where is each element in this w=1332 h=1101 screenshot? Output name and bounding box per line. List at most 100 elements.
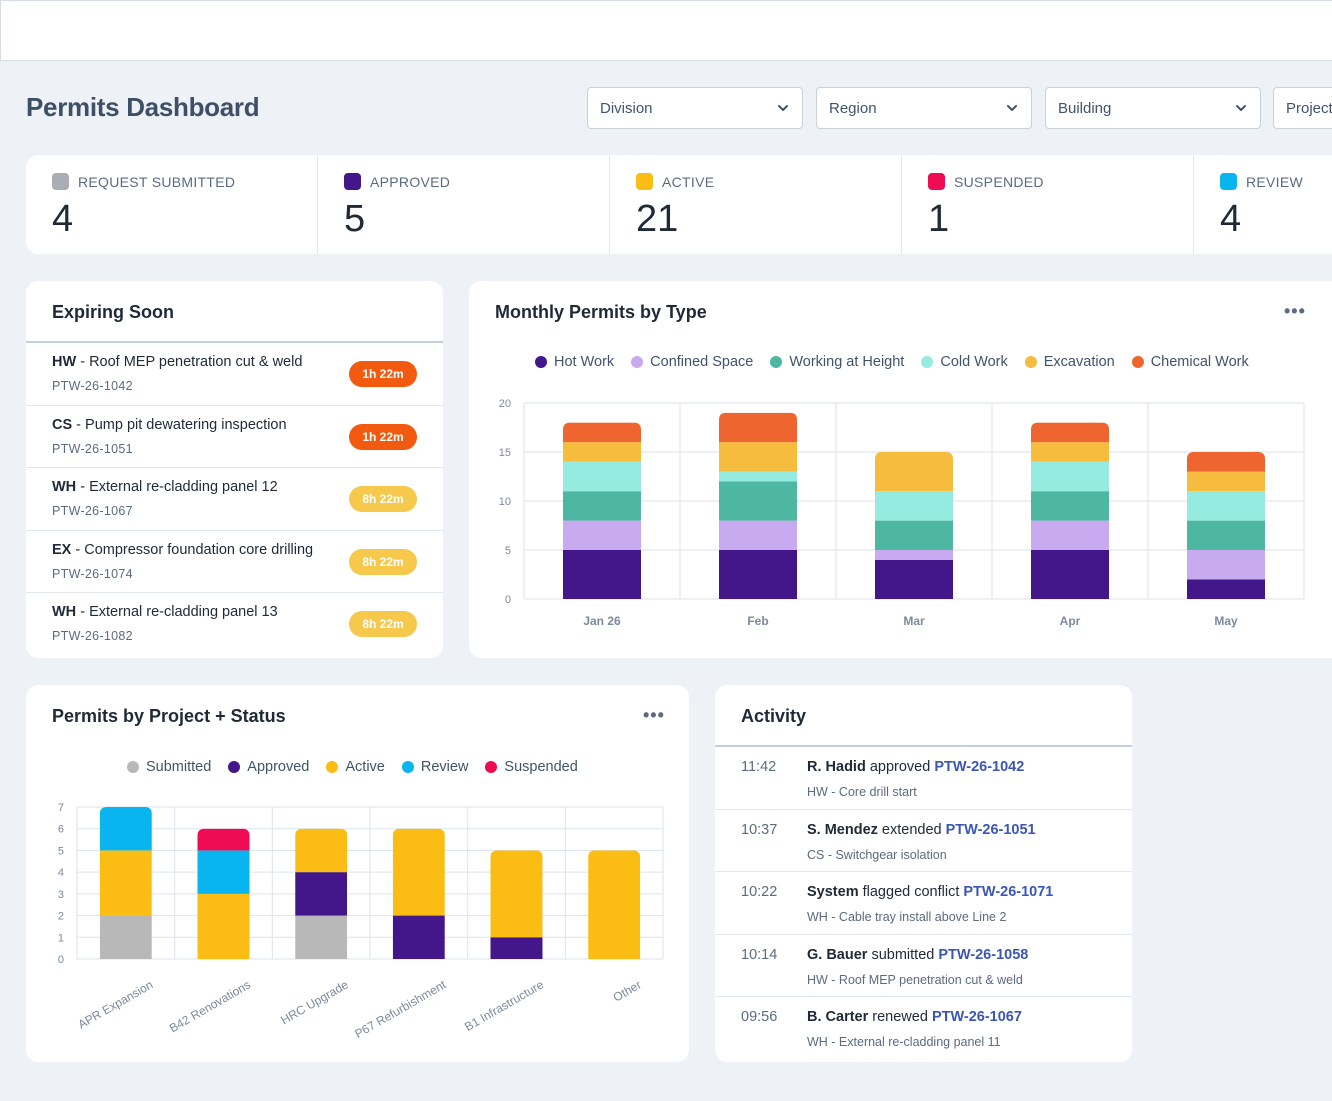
- activity-item[interactable]: 10:22 System flagged conflict PTW-26-107…: [715, 872, 1132, 935]
- bar-segment-chemical-work[interactable]: [1187, 452, 1265, 472]
- project-filter[interactable]: Project: [1273, 87, 1332, 129]
- legend-item-approved[interactable]: Approved: [228, 759, 309, 775]
- bar-segment-confined-space[interactable]: [563, 520, 641, 550]
- stat-approved[interactable]: APPROVED 5: [318, 155, 610, 254]
- stat-request-submitted[interactable]: REQUEST SUBMITTED 4: [26, 155, 318, 254]
- bar-segment-excavation[interactable]: [875, 452, 953, 492]
- bar-stack-hrc-upgrade[interactable]: [295, 828, 348, 959]
- permit-link[interactable]: PTW-26-1071: [963, 884, 1054, 900]
- bar-segment-approved[interactable]: [295, 872, 348, 916]
- bar-segment-working-at-height[interactable]: [719, 481, 797, 521]
- bar-segment-submitted[interactable]: [295, 915, 348, 959]
- bar-segment-excavation[interactable]: [1031, 442, 1109, 462]
- bar-segment-confined-space[interactable]: [719, 520, 797, 550]
- bar-segment-hot-work[interactable]: [1187, 579, 1265, 599]
- x-tick-label: HRC Upgrade: [278, 977, 351, 1027]
- list-item[interactable]: WH - External re-cladding panel 12 PTW-2…: [26, 468, 443, 531]
- permit-link[interactable]: PTW-26-1067: [931, 1009, 1022, 1025]
- more-options-button[interactable]: •••: [1284, 301, 1306, 321]
- building-filter[interactable]: Building: [1045, 87, 1261, 129]
- bar-segment-active[interactable]: [99, 850, 152, 916]
- division-filter[interactable]: Division: [587, 87, 803, 129]
- activity-detail: HW - Core drill start: [807, 785, 917, 799]
- bar-segment-active[interactable]: [197, 893, 250, 959]
- bar-segment-hot-work[interactable]: [719, 550, 797, 599]
- more-options-button[interactable]: •••: [643, 705, 665, 725]
- bar-segment-hot-work[interactable]: [563, 550, 641, 599]
- list-item[interactable]: EX - Compressor foundation core drilling…: [26, 531, 443, 593]
- bar-segment-hot-work[interactable]: [1031, 550, 1109, 599]
- region-filter[interactable]: Region: [816, 87, 1032, 129]
- bar-stack-may[interactable]: [1187, 452, 1265, 599]
- bar-segment-cold-work[interactable]: [1031, 461, 1109, 492]
- bar-segment-hot-work[interactable]: [875, 559, 953, 599]
- bar-segment-confined-space[interactable]: [1187, 550, 1265, 580]
- bar-segment-working-at-height[interactable]: [875, 520, 953, 550]
- permit-link[interactable]: PTW-26-1042: [934, 759, 1025, 775]
- bar-segment-cold-work[interactable]: [563, 461, 641, 492]
- legend-item-confined-space[interactable]: Confined Space: [631, 354, 753, 370]
- project-status-card: Permits by Project + Status ••• Submitte…: [26, 685, 689, 1062]
- bar-segment-approved[interactable]: [392, 915, 445, 959]
- legend-item-submitted[interactable]: Submitted: [127, 759, 211, 775]
- bar-segment-excavation[interactable]: [1187, 471, 1265, 492]
- bar-segment-review[interactable]: [99, 807, 152, 851]
- bar-stack-b42-renovations[interactable]: [197, 828, 250, 959]
- bar-segment-working-at-height[interactable]: [1031, 491, 1109, 521]
- bar-segment-review[interactable]: [197, 850, 250, 894]
- bar-segment-excavation[interactable]: [719, 442, 797, 472]
- bar-segment-working-at-height[interactable]: [1187, 520, 1265, 550]
- stat-active[interactable]: ACTIVE 21: [610, 155, 902, 254]
- bar-segment-confined-space[interactable]: [875, 550, 953, 560]
- legend-item-excavation[interactable]: Excavation: [1024, 354, 1115, 370]
- bar-segment-cold-work[interactable]: [719, 471, 797, 482]
- bar-segment-cold-work[interactable]: [875, 491, 953, 521]
- x-tick-label: Jan 26: [583, 614, 621, 628]
- bar-stack-jan-26[interactable]: [563, 422, 641, 599]
- list-item[interactable]: HW - Roof MEP penetration cut & weld PTW…: [26, 343, 443, 406]
- bar-stack-other[interactable]: [588, 850, 641, 959]
- bar-segment-active[interactable]: [295, 828, 348, 873]
- stat-suspended[interactable]: SUSPENDED 1: [902, 155, 1194, 254]
- bar-segment-suspended[interactable]: [197, 828, 250, 851]
- legend-item-working-at-height[interactable]: Working at Height: [770, 354, 904, 370]
- bar-segment-excavation[interactable]: [563, 442, 641, 462]
- bar-segment-approved[interactable]: [490, 937, 543, 959]
- legend-item-cold-work[interactable]: Cold Work: [921, 354, 1008, 370]
- activity-item[interactable]: 11:42 R. Hadid approved PTW-26-1042 HW -…: [715, 747, 1132, 810]
- region-filter-label: Region: [829, 99, 877, 117]
- x-tick-label: B1 Infrastructure: [462, 977, 546, 1034]
- list-item[interactable]: WH - External re-cladding panel 13 PTW-2…: [26, 593, 443, 656]
- stat-review[interactable]: REVIEW 4: [1194, 155, 1332, 254]
- bar-stack-mar[interactable]: [875, 452, 953, 599]
- bar-stack-b1-infrastructure[interactable]: [490, 850, 543, 959]
- bar-segment-chemical-work[interactable]: [1031, 422, 1109, 443]
- legend-item-active[interactable]: Active: [326, 759, 385, 775]
- division-filter-label: Division: [600, 99, 653, 117]
- bar-segment-working-at-height[interactable]: [563, 491, 641, 521]
- bar-stack-feb[interactable]: [719, 412, 797, 599]
- permit-link[interactable]: PTW-26-1051: [945, 821, 1036, 838]
- activity-item[interactable]: 10:37 S. Mendez extended PTW-26-1051 CS …: [715, 810, 1132, 872]
- list-item[interactable]: CS - Pump pit dewatering inspection PTW-…: [26, 406, 443, 468]
- activity-item[interactable]: 10:14 G. Bauer submitted PTW-26-1058 HW …: [715, 935, 1132, 997]
- legend-swatch: [1131, 356, 1144, 368]
- bar-segment-confined-space[interactable]: [1031, 520, 1109, 550]
- legend-item-hot-work[interactable]: Hot Work: [535, 354, 614, 370]
- bar-segment-chemical-work[interactable]: [719, 412, 797, 443]
- bar-segment-submitted[interactable]: [99, 915, 152, 959]
- bar-stack-apr[interactable]: [1031, 422, 1109, 599]
- bar-segment-active[interactable]: [490, 850, 543, 938]
- bar-segment-active[interactable]: [392, 828, 445, 916]
- bar-segment-cold-work[interactable]: [1187, 491, 1265, 521]
- bar-segment-chemical-work[interactable]: [563, 422, 641, 443]
- bar-stack-apr-expansion[interactable]: [99, 807, 152, 959]
- legend-item-suspended[interactable]: Suspended: [485, 759, 578, 775]
- activity-item[interactable]: 09:56 B. Carter renewed PTW-26-1067 WH -…: [715, 997, 1132, 1060]
- bar-stack-p67-refurbishment[interactable]: [392, 828, 445, 959]
- permit-link[interactable]: PTW-26-1058: [938, 946, 1029, 963]
- legend-item-chemical-work[interactable]: Chemical Work: [1131, 354, 1249, 370]
- bar-segment-active[interactable]: [588, 850, 641, 959]
- legend-item-review[interactable]: Review: [401, 759, 468, 775]
- permit-title: WH - External re-cladding panel 13: [52, 604, 278, 620]
